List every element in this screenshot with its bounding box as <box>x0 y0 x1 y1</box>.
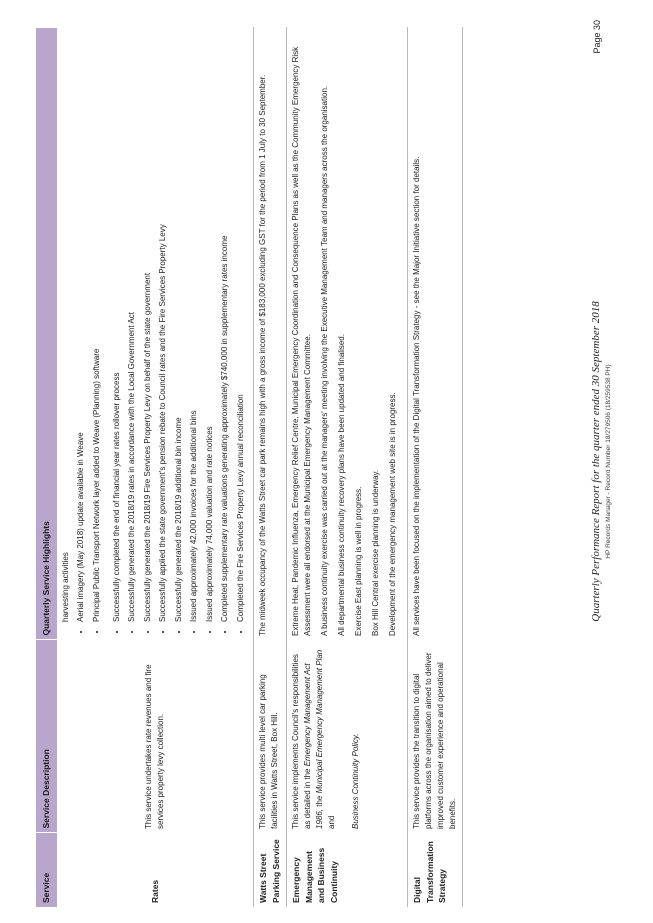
page-number: Page 30 <box>592 20 602 54</box>
highlight-item: Successfully generated the 2018/19 addit… <box>173 32 185 622</box>
service-highlights: The midweek occupancy of the Watts Stree… <box>253 27 287 640</box>
highlight-item: Successfully completed the end of financ… <box>111 32 123 622</box>
highlight-paragraph: Extreme Heat, Pandemic Influenza, Emerge… <box>290 46 312 636</box>
service-highlights: All services have been focused on the im… <box>407 27 463 640</box>
service-name: Digital Transformation Strategy <box>407 833 463 907</box>
header-quarterly-highlights: Quarterly Service Highlights <box>36 27 57 640</box>
highlight-item: Completed the Fire Services Property Lev… <box>235 32 247 622</box>
report-title: Quarterly Performance Report for the qua… <box>590 301 602 622</box>
record-number: HP Records Manager - Record Number 18/27… <box>605 364 612 559</box>
service-description: This service undertakes rate revenues an… <box>56 640 254 833</box>
highlight-item: Aerial imagery (May 2018) update availab… <box>75 32 87 622</box>
service-description: This service implements Council's respon… <box>286 640 408 833</box>
highlight-item: Principal Public Transport Network layer… <box>91 32 103 622</box>
service-name: Emergency Management and Business Contin… <box>286 833 408 907</box>
page-footer: Quarterly Performance Report for the qua… <box>590 0 612 923</box>
policy-title: Business Continuity Policy. <box>350 733 360 829</box>
highlight-item: harvesting activities <box>60 552 70 622</box>
plan-title: Municipal Emergency Management Plan <box>314 649 324 794</box>
highlight-paragraph: Development of the emergency management … <box>387 392 397 636</box>
highlight-item: Successfully generated the 2018/19 Fire … <box>142 32 154 622</box>
highlight-paragraph: Exercise East planning is well in progre… <box>353 486 363 636</box>
highlight-paragraph: All departmental business continuity rec… <box>336 334 346 636</box>
highlight-item: Issued approximately 42,000 invoices for… <box>188 32 200 622</box>
highlight-paragraph: Box Hill Central exercise planning is un… <box>370 469 380 636</box>
table-header-row: Service Service Description Quarterly Se… <box>36 27 57 907</box>
table-row-rates: Rates This service undertakes rate reven… <box>56 27 254 907</box>
highlight-item: Completed supplementary rate valuations … <box>219 32 231 622</box>
table-row-emergency: Emergency Management and Business Contin… <box>286 27 408 907</box>
service-description: This service provides the transition to … <box>407 640 463 833</box>
service-highlights: harvesting activities Aerial imagery (Ma… <box>56 27 254 640</box>
service-name: Rates <box>56 833 254 907</box>
header-service: Service <box>36 833 57 907</box>
highlight-item: Issued approximately 74,000 valuation an… <box>204 32 216 622</box>
highlight-item: Successfully applied the state governmen… <box>157 32 169 622</box>
service-name: Watts Street Parking Service <box>253 833 287 907</box>
service-highlights-table: Service Service Description Quarterly Se… <box>36 27 463 907</box>
description-text: and <box>326 815 336 829</box>
description-text: the <box>314 793 324 809</box>
table-row-parking: Watts Street Parking Service This servic… <box>253 27 287 907</box>
highlight-item: Successfully generated the 2018/19 rates… <box>126 32 138 622</box>
highlight-paragraph: A business continuity exercise was carri… <box>319 85 329 636</box>
service-highlights: Extreme Heat, Pandemic Influenza, Emerge… <box>286 27 408 640</box>
table-row-digital: Digital Transformation Strategy This ser… <box>407 27 463 907</box>
header-service-description: Service Description <box>36 640 57 833</box>
service-description: This service provides multi level car pa… <box>253 640 287 833</box>
